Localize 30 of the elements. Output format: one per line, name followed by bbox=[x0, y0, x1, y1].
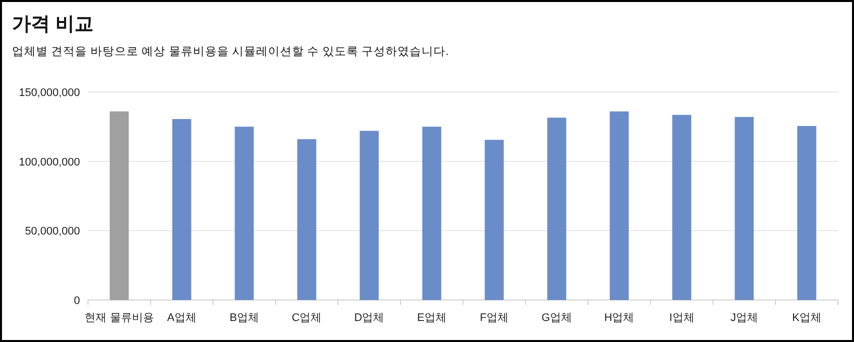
bar bbox=[610, 111, 629, 300]
bar bbox=[110, 111, 129, 300]
x-tick-label: C업체 bbox=[292, 312, 322, 324]
bar bbox=[734, 116, 754, 300]
x-tick-label: F업체 bbox=[480, 312, 509, 324]
y-tick-label: 50,000,000 bbox=[24, 226, 80, 238]
y-tick-label: 0 bbox=[74, 295, 80, 307]
x-tick-label: H업체 bbox=[604, 312, 634, 324]
bar bbox=[297, 139, 316, 300]
x-tick-label: 현재 물류비용 bbox=[84, 312, 154, 324]
bar bbox=[422, 126, 442, 300]
bar bbox=[484, 140, 504, 300]
chart-subtitle: 업체별 견적을 바탕으로 예상 물류비용을 시뮬레이션할 수 있도록 구성하였습니다. bbox=[12, 46, 449, 58]
bar bbox=[797, 126, 816, 300]
x-tick-label: I업체 bbox=[669, 312, 694, 324]
bar bbox=[672, 114, 692, 300]
x-tick-label: G업체 bbox=[541, 312, 572, 324]
x-tick-label: A업체 bbox=[167, 312, 196, 324]
x-tick-label: D업체 bbox=[354, 312, 384, 324]
y-tick-label: 100,000,000 bbox=[18, 156, 80, 168]
bar bbox=[547, 118, 566, 300]
bar bbox=[234, 126, 254, 300]
chart-title: 가격 비교 bbox=[12, 14, 94, 35]
x-tick-label: K업체 bbox=[792, 312, 822, 324]
bar bbox=[360, 130, 379, 300]
x-tick-label: B업체 bbox=[230, 312, 259, 324]
bar bbox=[172, 119, 192, 300]
y-tick-label: 150,000,000 bbox=[18, 87, 80, 99]
x-tick-label: J업체 bbox=[730, 312, 758, 324]
x-tick-label: E업체 bbox=[417, 312, 446, 324]
